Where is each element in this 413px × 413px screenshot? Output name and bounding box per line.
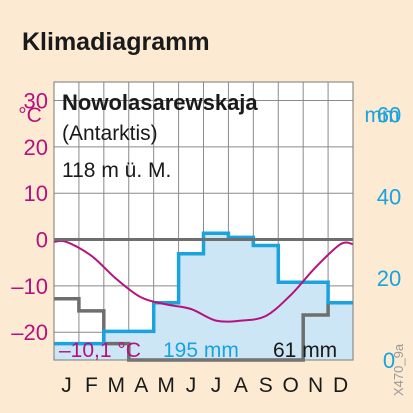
diagram-title: Klimadiagramm (22, 28, 210, 56)
precipitation-tick: 20 (377, 266, 401, 291)
month-label: O (283, 374, 299, 397)
month-label: M (157, 374, 175, 397)
station-region: (Antarktis) (62, 122, 158, 145)
precipitation-tick: 60 (377, 103, 401, 128)
mean-temperature-label: –10,1 °C (59, 339, 141, 362)
station-elevation: 118 m ü. M. (62, 159, 171, 182)
month-label: F (85, 374, 98, 397)
month-label: A (234, 374, 248, 397)
precipitation-axis-unit: mm (365, 104, 400, 127)
precipitation-tick: 0 (383, 348, 395, 373)
month-label: J (61, 374, 72, 397)
total-precipitation-label: 195 mm (163, 339, 239, 362)
month-label: A (134, 374, 148, 397)
plot-frame (53, 81, 354, 361)
month-label: D (333, 374, 348, 397)
image-credit: X470_9a (391, 343, 406, 396)
precipitation-tick-labels: 60 40 20 0 (377, 103, 401, 373)
month-label: J (211, 374, 222, 397)
station-name: Nowolasarewskaja (62, 90, 258, 115)
temperature-axis-unit: °C (18, 104, 42, 127)
temperature-tick: 10 (24, 181, 48, 206)
temperature-tick: –20 (11, 320, 48, 345)
precipitation-tick: 40 (377, 184, 401, 209)
second-precipitation-label: 61 mm (273, 339, 337, 362)
month-label: S (259, 374, 273, 397)
temperature-tick: 0 (36, 228, 48, 253)
month-label: N (308, 374, 323, 397)
month-label: J (186, 374, 197, 397)
temperature-tick: 20 (24, 135, 48, 160)
temperature-curve (53, 239, 354, 323)
month-label: M (108, 374, 126, 397)
precipitation-line (54, 231, 353, 346)
temperature-tick: –10 (11, 274, 48, 299)
temperature-tick: 30 (24, 89, 48, 114)
temperature-tick-labels: 30 20 10 0 –10 –20 (11, 89, 48, 346)
